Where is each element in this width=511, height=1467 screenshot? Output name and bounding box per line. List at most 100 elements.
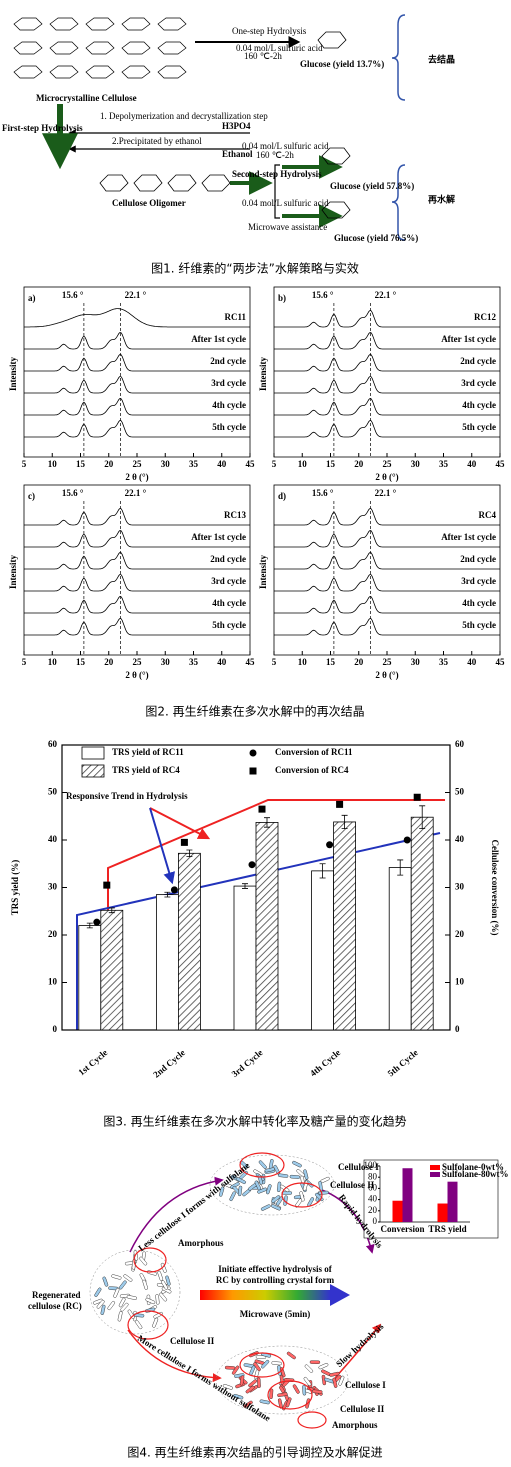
point [103, 881, 111, 889]
glucose-ring [321, 147, 351, 165]
label: Microwave assistance [248, 222, 327, 232]
glucose-unit [157, 65, 187, 79]
error-bar [108, 907, 115, 914]
cellulose-segment [286, 1351, 296, 1360]
glucose-unit [13, 17, 43, 31]
x-tick-label: 30 [161, 459, 171, 469]
legend-swatch [430, 1172, 440, 1177]
glucose-unit [121, 17, 151, 31]
y-tick-label: 40 [368, 1194, 378, 1204]
label: 1. Depolymerization and decrystallizatio… [100, 111, 268, 121]
xrd-trace [24, 617, 250, 636]
y-tick-label: 40 [48, 834, 58, 844]
glucose-unit [49, 65, 79, 79]
bar [78, 925, 102, 1031]
cellulose-segment [100, 1304, 106, 1315]
x-tick-label: 25 [133, 657, 143, 667]
oligomer-unit [133, 174, 163, 192]
cellulose-segment [309, 1360, 321, 1364]
label: Cellulose I [345, 1380, 386, 1390]
cellulose-segment [260, 1204, 271, 1211]
panel-label: b) [278, 293, 286, 303]
xrd-trace [274, 595, 500, 614]
bar [333, 821, 357, 1031]
sample-label: 3rd cycle [461, 576, 496, 586]
label: Microcrystalline Cellulose [36, 93, 137, 103]
xrd-trace [24, 375, 250, 394]
y-axis-label: Intensity [258, 357, 268, 392]
label: One-step Hydrolysis [232, 26, 307, 36]
glucose-unit [85, 65, 115, 79]
legend-swatch [81, 746, 105, 760]
y-tick-label: 20 [368, 1205, 378, 1215]
xrd-trace [274, 529, 500, 548]
xrd-trace [274, 419, 500, 438]
cellulose-segment [222, 1384, 233, 1390]
sample-label: 5th cycle [212, 422, 246, 432]
label: Cellulose II [170, 1336, 215, 1346]
cellulose-segment [111, 1274, 122, 1280]
cellulose-segment [259, 1399, 270, 1405]
x-tick-label: 20 [354, 459, 364, 469]
cellulose-segment [303, 1169, 309, 1180]
bar [311, 870, 335, 1031]
sample-label: RC11 [224, 312, 246, 322]
cellulose-segment [145, 1297, 156, 1305]
cellulose-segment [219, 1186, 225, 1197]
cellulose-segment [289, 1174, 301, 1179]
x-tick-label: 30 [411, 657, 421, 667]
label: Cellulose Oligomer [112, 198, 186, 208]
panel-label: c) [28, 491, 35, 501]
cellulose-segment [271, 1204, 281, 1211]
cellulose-segment [94, 1287, 102, 1297]
cellulose-segment [118, 1280, 127, 1290]
cellulose-segment [243, 1400, 253, 1408]
y2-tick-label: 30 [455, 882, 465, 892]
label: Amorphous [178, 1238, 224, 1248]
label: Slow hydrolysis [334, 1321, 386, 1369]
point [93, 918, 101, 926]
label: 160 ℃-2h [244, 51, 282, 61]
label: 0.04 mol/L sulfuric acid [242, 198, 329, 208]
y-tick-label: 30 [48, 882, 58, 892]
highlight [133, 1247, 167, 1273]
point [336, 800, 344, 808]
cellulose-segment [338, 1375, 345, 1386]
bar [402, 1168, 413, 1222]
peak-label: 22.1 ° [125, 290, 147, 300]
cellulose-segment [312, 1389, 323, 1394]
x-tick-label: 45 [246, 657, 256, 667]
x-tick-label: 25 [383, 459, 393, 469]
xrd-trace [24, 308, 250, 328]
bar [177, 852, 201, 1031]
cellulose-segment [266, 1184, 272, 1195]
xrd-trace [274, 309, 500, 328]
y-axis-label: Intensity [8, 357, 18, 392]
cellulose-segment [292, 1160, 302, 1168]
sample-label: 3rd cycle [211, 378, 246, 388]
label: 去结晶 [428, 54, 455, 66]
legend-label: Sulfolane-0wt% [442, 1162, 504, 1172]
cellulose-segment [120, 1302, 129, 1312]
glucose-ring [317, 31, 347, 49]
sample-label: After 1st cycle [441, 334, 496, 344]
cellulose-segment [245, 1385, 255, 1394]
point [258, 805, 266, 813]
cellulose-segment [269, 1388, 274, 1399]
highlight [267, 1380, 313, 1410]
xrd-trace [274, 573, 500, 592]
caption: 图1. 纤维素的“两步法”水解策略与实效 [151, 261, 359, 276]
cellulose-segment [329, 1371, 340, 1377]
xrd-trace [274, 353, 500, 372]
error-bar [319, 863, 326, 879]
point [248, 861, 256, 869]
sample-label: 4th cycle [462, 598, 496, 608]
peak-label: 15.6 ° [62, 488, 84, 498]
y-tick-label: 100 [364, 1160, 378, 1170]
sample-label: 3rd cycle [211, 576, 246, 586]
x-tick-label: 4th Cycle [308, 1047, 342, 1078]
label: Cellulose I [338, 1162, 379, 1172]
glucose-unit [157, 41, 187, 55]
cellulose-segment [261, 1359, 270, 1369]
y-axis-label: Intensity [8, 555, 18, 590]
